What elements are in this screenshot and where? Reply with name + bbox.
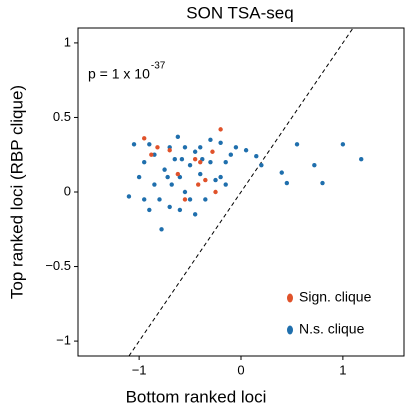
point	[279, 170, 284, 175]
point	[210, 149, 215, 154]
point	[254, 154, 259, 159]
point	[208, 137, 213, 143]
legend-label: N.s. clique	[299, 321, 365, 337]
legend-marker	[287, 293, 293, 303]
point	[167, 148, 172, 153]
legend-label: Sign. clique	[299, 289, 372, 305]
point	[233, 145, 239, 150]
x-axis-label: Bottom ranked loci	[126, 387, 267, 406]
point	[142, 136, 147, 141]
point	[167, 204, 172, 210]
point	[198, 159, 203, 165]
point	[175, 134, 181, 140]
point	[152, 152, 157, 157]
point	[126, 194, 132, 199]
legend-marker	[287, 325, 293, 335]
point	[192, 157, 198, 162]
point	[182, 189, 188, 195]
point	[228, 152, 234, 157]
x-tick-label: −1	[132, 362, 147, 377]
point	[359, 157, 364, 162]
point	[340, 142, 346, 147]
annotation: p = 1 x 10	[88, 66, 150, 82]
point	[162, 167, 167, 172]
point	[223, 159, 228, 165]
annotation-superscript: -37	[151, 61, 166, 72]
point	[213, 189, 218, 195]
point	[177, 207, 183, 213]
x-tick-label: 0	[237, 362, 244, 377]
point	[218, 140, 223, 145]
point	[136, 174, 142, 180]
point	[243, 148, 249, 153]
point	[187, 197, 193, 202]
point	[149, 152, 154, 157]
point	[196, 182, 201, 187]
point	[208, 159, 213, 165]
point	[218, 174, 223, 180]
point	[172, 157, 177, 162]
point	[187, 162, 193, 168]
point	[284, 180, 290, 186]
point	[182, 145, 188, 150]
point	[152, 182, 157, 187]
point	[218, 127, 223, 132]
point	[198, 145, 203, 150]
point	[131, 142, 137, 147]
point	[147, 142, 152, 147]
point	[169, 182, 174, 187]
point	[157, 197, 162, 202]
chart-title: SON TSA-seq	[186, 3, 293, 22]
y-tick-label: −1	[56, 333, 71, 348]
y-tick-label: 0	[64, 183, 71, 198]
point	[147, 207, 152, 213]
point	[320, 180, 325, 186]
point	[142, 197, 147, 202]
point	[165, 174, 170, 180]
point	[192, 212, 198, 217]
point	[203, 177, 208, 183]
point	[198, 171, 203, 177]
y-tick-label: −0.5	[45, 258, 71, 273]
point	[259, 162, 264, 168]
point	[155, 145, 160, 150]
point	[182, 197, 188, 202]
x-tick-label: 1	[339, 362, 346, 377]
point	[159, 227, 164, 232]
y-tick-label: 0.5	[53, 109, 71, 124]
y-axis-label: Top ranked loci (RBP clique)	[7, 85, 26, 299]
y-tick-label: 1	[64, 34, 71, 49]
point	[223, 182, 228, 187]
point	[192, 149, 198, 154]
point	[203, 197, 208, 202]
point	[294, 142, 300, 147]
point	[179, 157, 185, 162]
point	[175, 171, 181, 177]
point	[213, 177, 218, 183]
identity-line	[128, 27, 354, 357]
point	[142, 159, 147, 165]
point	[312, 162, 317, 168]
